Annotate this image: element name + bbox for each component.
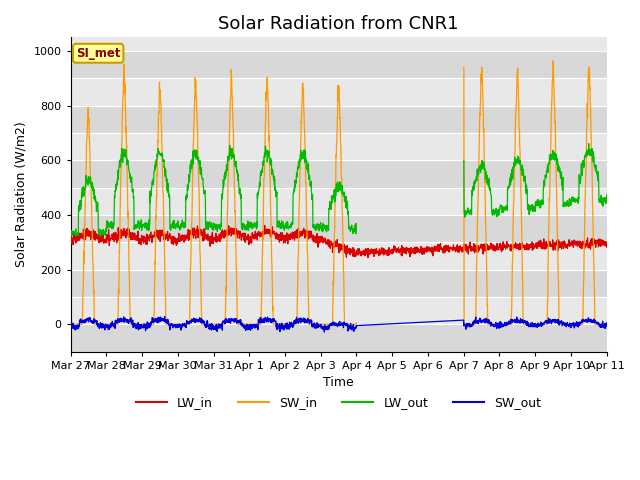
X-axis label: Time: Time <box>323 376 354 389</box>
Bar <box>70 215 607 242</box>
Text: SI_met: SI_met <box>76 47 120 60</box>
Bar <box>70 242 607 270</box>
Bar <box>70 188 607 215</box>
Bar <box>70 133 607 160</box>
Title: Solar Radiation from CNR1: Solar Radiation from CNR1 <box>218 15 459 33</box>
Bar <box>70 106 607 133</box>
Bar <box>70 270 607 297</box>
Bar <box>70 51 607 78</box>
Bar <box>70 160 607 188</box>
Bar <box>70 324 607 351</box>
Bar <box>70 78 607 106</box>
Bar <box>70 297 607 324</box>
Legend: LW_in, SW_in, LW_out, SW_out: LW_in, SW_in, LW_out, SW_out <box>131 391 547 414</box>
Y-axis label: Solar Radiation (W/m2): Solar Radiation (W/m2) <box>15 121 28 267</box>
